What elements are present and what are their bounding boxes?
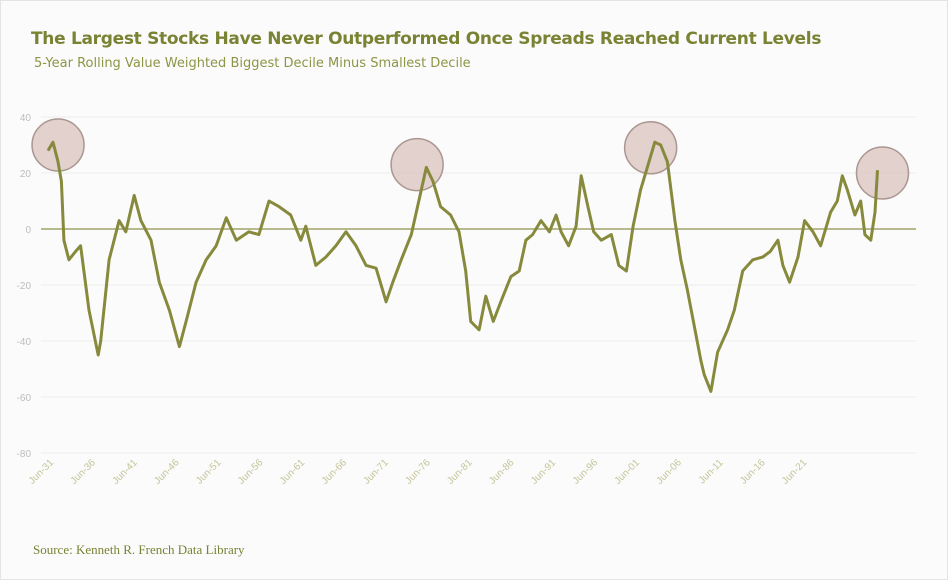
highlight-circle: [31, 118, 85, 172]
y-tick-label: 20: [20, 169, 32, 180]
x-tick-label: Jun-16: [738, 457, 768, 487]
x-tick-label: Jun-46: [152, 457, 182, 487]
x-tick-label: Jun-36: [69, 457, 99, 487]
series-line: [46, 140, 879, 393]
x-tick-label: Jun-66: [320, 457, 350, 487]
chart-subtitle: 5-Year Rolling Value Weighted Biggest De…: [34, 56, 471, 71]
source-note: Source: Kenneth R. French Data Library: [33, 542, 245, 557]
highlight-circle: [390, 137, 444, 192]
x-tick-label: Jun-41: [110, 457, 140, 487]
x-tick-label: Jun-56: [236, 457, 266, 487]
highlight-circle: [623, 121, 678, 175]
x-tick-label: Jun-06: [654, 457, 684, 487]
y-tick-label: -60: [17, 393, 32, 404]
y-tick-label: -80: [17, 449, 32, 460]
x-tick-label: Jun-21: [780, 457, 810, 487]
x-tick-label: Jun-86: [487, 457, 517, 487]
x-tick-label: Jun-11: [697, 457, 726, 486]
x-tick-label: Jun-61: [278, 457, 308, 487]
x-tick-label: Jun-01: [613, 457, 643, 487]
x-tick-label: Jun-96: [571, 457, 601, 487]
highlight-circle: [855, 146, 910, 200]
x-tick-label: Jun-71: [362, 457, 392, 487]
x-tick-label: Jun-51: [194, 457, 224, 487]
x-tick-label: Jun-76: [403, 457, 433, 487]
y-tick-label: 0: [25, 225, 31, 236]
chart-title: The Largest Stocks Have Never Outperform…: [31, 29, 822, 49]
y-tick-label: -20: [17, 281, 32, 292]
y-tick-label: 40: [20, 113, 32, 124]
y-tick-label: -40: [17, 337, 32, 348]
x-tick-label: Jun-81: [445, 457, 475, 487]
x-tick-label: Jun-31: [27, 457, 57, 487]
x-tick-label: Jun-91: [529, 457, 559, 487]
